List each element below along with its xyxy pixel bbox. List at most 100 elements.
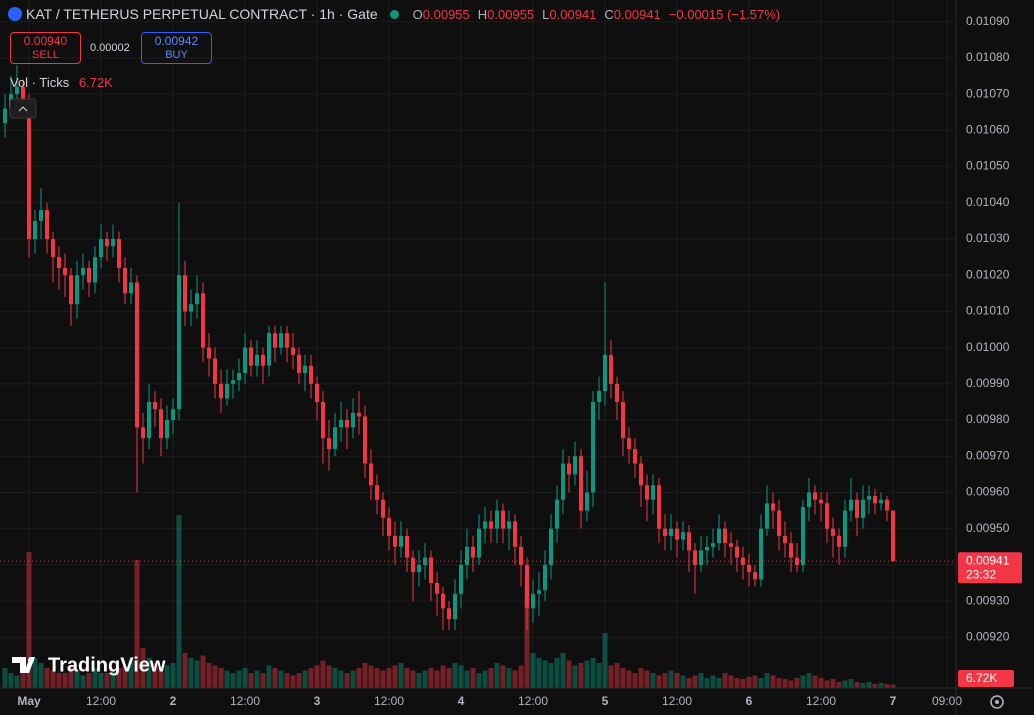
candle-body — [555, 499, 559, 529]
candle-body — [693, 550, 697, 565]
candle-body — [465, 546, 469, 565]
volume-bar — [80, 675, 86, 688]
volume-bar — [872, 684, 878, 688]
volume-bar — [518, 665, 524, 688]
high-key: H — [477, 6, 488, 22]
collapse-button[interactable] — [9, 98, 37, 119]
candle-body — [87, 267, 91, 283]
candle-body — [405, 535, 409, 558]
candle-body — [537, 590, 541, 594]
sell-button[interactable]: 0.00940 SELL — [10, 32, 81, 64]
y-tick-label: 0.01040 — [966, 195, 1010, 209]
candle-body — [375, 485, 379, 500]
last-price-label: 0.00941 — [966, 553, 1010, 567]
volume-bar — [362, 663, 368, 688]
candle-body — [201, 293, 205, 348]
candle-body — [765, 503, 769, 529]
y-tick-label: 0.00980 — [966, 412, 1010, 426]
volume-title: Vol · Ticks — [10, 75, 70, 90]
x-tick-label: 09:00 — [932, 694, 962, 708]
candle-body — [255, 354, 259, 366]
volume-bar — [242, 668, 248, 688]
candle-body — [189, 304, 193, 312]
volume-bar — [800, 675, 806, 688]
candle-body — [717, 528, 721, 544]
brand-name: TradingView — [48, 654, 166, 676]
volume-bar — [248, 673, 254, 688]
candle-body — [477, 528, 481, 558]
candle-body — [321, 401, 325, 439]
volume-bar — [500, 665, 506, 688]
candle-body — [369, 463, 373, 486]
volume-bar — [116, 668, 122, 688]
candle-body — [243, 347, 247, 373]
volume-bar — [554, 658, 560, 688]
buy-button[interactable]: 0.00942 BUY — [141, 32, 212, 64]
volume-bar — [302, 670, 308, 688]
volume-bar — [764, 673, 770, 688]
candle-body — [69, 275, 73, 305]
volume-tag-label: 6.72K — [966, 671, 997, 685]
volume-bar — [260, 673, 266, 688]
settings-icon — [995, 700, 999, 704]
candle-body — [501, 510, 505, 529]
y-tick-label: 0.01030 — [966, 231, 1010, 245]
candle-body — [225, 383, 229, 399]
volume-legend: Vol · Ticks 6.72K — [10, 75, 113, 90]
volume-bar — [110, 670, 116, 688]
y-tick-label: 0.01070 — [966, 86, 1010, 100]
candle-body — [807, 492, 811, 507]
candle-body — [219, 383, 223, 399]
candle-body — [285, 333, 289, 348]
candle-body — [99, 238, 103, 258]
volume-bar — [404, 668, 410, 688]
volume-bar — [104, 673, 110, 688]
low-key: L — [542, 6, 550, 22]
volume-bar — [794, 678, 800, 688]
candle-body — [471, 546, 475, 558]
candle-body — [273, 333, 277, 348]
candle-body — [177, 275, 181, 410]
legend-header: KAT / TETHERUS PERPETUAL CONTRACT · 1h ·… — [8, 6, 780, 22]
volume-bar — [830, 679, 836, 688]
candle-body — [213, 358, 217, 384]
volume-bar — [494, 663, 500, 688]
volume-value: 6.72K — [78, 75, 113, 90]
candle-body — [159, 409, 163, 439]
volume-bar — [752, 675, 758, 688]
low-value: 0.00941 — [549, 6, 597, 22]
volume-bar — [614, 663, 620, 688]
candle-body — [435, 582, 439, 594]
candle-body — [207, 347, 211, 359]
x-tick-label: 7 — [890, 694, 897, 708]
y-tick-label: 0.00970 — [966, 448, 1010, 462]
settings-button[interactable] — [990, 695, 1004, 709]
x-tick-label: 2 — [170, 694, 177, 708]
volume-bar — [782, 679, 788, 688]
x-tick-label: 12:00 — [662, 694, 692, 708]
candle-body — [609, 354, 613, 384]
y-tick-label: 0.01010 — [966, 304, 1010, 318]
volume-bar — [62, 673, 68, 688]
volume-bar — [734, 678, 740, 688]
volume-bar — [836, 682, 842, 688]
volume-bar — [14, 675, 20, 688]
volume-bar — [596, 663, 602, 688]
volume-bar — [854, 682, 860, 688]
volume-bar — [356, 668, 362, 688]
volume-bar — [578, 663, 584, 688]
candle-body — [363, 416, 367, 464]
candle-body — [399, 535, 403, 547]
volume-bar — [176, 515, 182, 688]
candle-body — [129, 282, 133, 294]
volume-bar — [122, 665, 128, 688]
volume-bar — [452, 663, 458, 688]
volume-bar — [74, 670, 80, 688]
volume-bar — [32, 658, 38, 688]
volume-bar — [662, 673, 668, 688]
candle-body — [231, 380, 235, 384]
collapse-icon — [18, 106, 28, 112]
